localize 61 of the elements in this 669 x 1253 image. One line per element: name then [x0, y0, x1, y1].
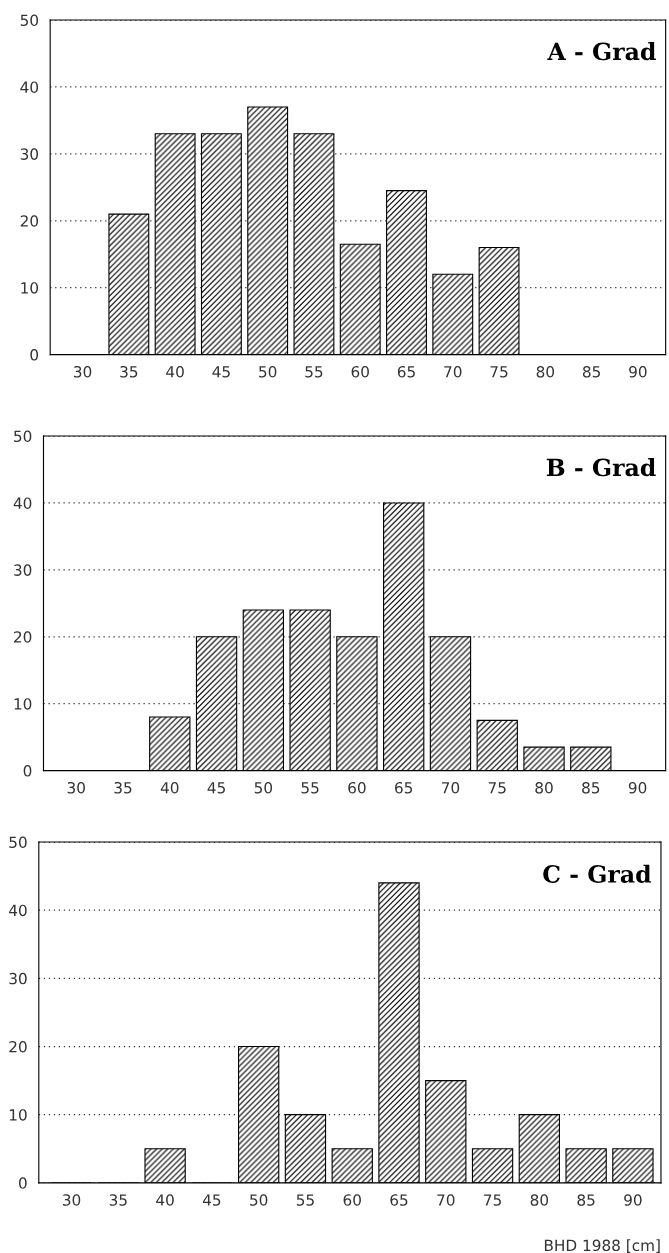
x-tick-label: 45: [207, 782, 225, 794]
x-tick-label: 75: [490, 366, 508, 378]
y-tick-label: 40: [9, 904, 27, 917]
x-tick-label: 80: [535, 781, 553, 794]
x-tick-label: 50: [254, 781, 273, 794]
x-tick-label: 55: [301, 782, 319, 794]
text: B - Grad: [546, 458, 656, 477]
x-tick-label: 85: [582, 781, 600, 794]
x-tick-label: 75: [484, 1194, 501, 1206]
y-tick-label: 40: [13, 497, 32, 509]
x-tick-label: 35: [109, 1194, 127, 1206]
x-tick-label: 30: [74, 365, 92, 378]
y-tick-label: 10: [21, 282, 39, 294]
y-tick-label: 50: [14, 430, 32, 443]
y-tick-label: 50: [9, 836, 27, 849]
y-tick-label: 20: [20, 215, 39, 227]
y-tick-label: 30: [9, 972, 27, 985]
x-tick-label: 45: [202, 1194, 221, 1206]
x-tick-label: 40: [156, 1194, 174, 1206]
x-tick-label: 70: [442, 781, 460, 794]
x-tick-label: 90: [629, 365, 647, 378]
y-tick-label: 30: [14, 564, 32, 576]
x-tick-label: 70: [444, 365, 462, 378]
x-tick-label: 85: [577, 1194, 595, 1206]
x-tick-label: 45: [212, 366, 230, 378]
x-tick-label: 55: [296, 1194, 314, 1206]
y-tick-label: 50: [20, 14, 39, 27]
x-tick-label: 80: [530, 1194, 549, 1206]
x-tick-label: 75: [488, 782, 506, 794]
y-tick-label: 0: [30, 349, 39, 361]
y-tick-label: 0: [18, 1177, 27, 1189]
x-tick-label: 80: [536, 365, 555, 378]
x-tick-label: 40: [160, 781, 179, 794]
x-tick-label: 70: [437, 1194, 455, 1206]
x-tick-label: 30: [62, 1194, 81, 1206]
y-tick-label: 20: [9, 1040, 27, 1053]
x-axis-title: BHD 1988 [cm]: [544, 1239, 660, 1253]
y-tick-label: 0: [23, 765, 32, 777]
x-tick-label: 65: [397, 365, 415, 378]
x-tick-label: 90: [628, 781, 647, 794]
x-tick-label: 35: [114, 781, 132, 794]
y-tick-label: 10: [9, 1109, 27, 1121]
x-tick-label: 35: [120, 365, 138, 378]
x-tick-label: 85: [582, 365, 600, 378]
y-tick-label: 40: [20, 81, 39, 93]
x-tick-label: 30: [67, 781, 85, 794]
y-tick-label: 30: [20, 148, 39, 160]
text: A - Grad: [547, 42, 656, 61]
text: C - Grad: [543, 864, 652, 883]
x-tick-label: 60: [348, 781, 366, 794]
x-tick-label: 90: [624, 1194, 642, 1206]
x-tick-label: 60: [351, 365, 369, 378]
x-tick-label: 50: [250, 1194, 268, 1206]
y-tick-label: 20: [14, 631, 32, 643]
x-tick-label: 60: [343, 1194, 361, 1206]
x-tick-label: 40: [166, 365, 184, 378]
y-tick-label: 10: [14, 698, 32, 710]
x-tick-label: 65: [390, 1194, 408, 1206]
x-tick-label: 50: [259, 365, 277, 378]
x-tick-label: 65: [395, 781, 413, 794]
x-tick-label: 55: [305, 366, 323, 378]
